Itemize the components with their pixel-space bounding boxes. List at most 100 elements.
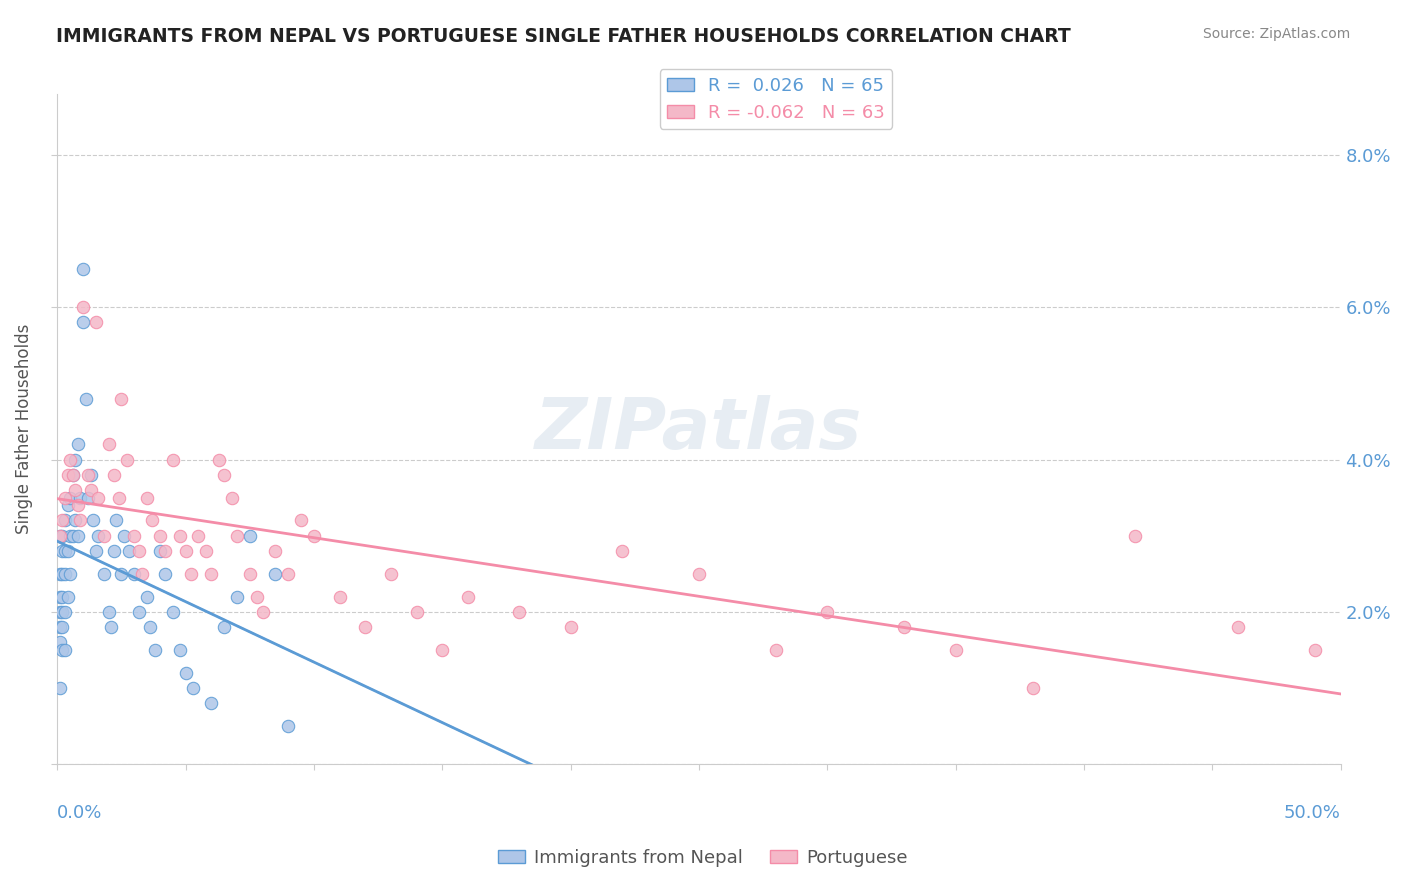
Point — [277, 719, 299, 733]
Point — [87, 491, 110, 505]
Point — [765, 643, 787, 657]
Point — [49, 566, 72, 581]
Point — [65, 483, 87, 497]
Point — [560, 620, 582, 634]
Point — [226, 529, 249, 543]
Point — [174, 544, 197, 558]
Point — [97, 437, 120, 451]
Point — [128, 544, 150, 558]
Point — [62, 467, 84, 482]
Point — [66, 529, 89, 543]
Point — [180, 566, 202, 581]
Point — [136, 590, 159, 604]
Point — [49, 681, 72, 695]
Point — [162, 605, 184, 619]
Point — [1226, 620, 1249, 634]
Point — [103, 544, 125, 558]
Point — [66, 437, 89, 451]
Text: IMMIGRANTS FROM NEPAL VS PORTUGUESE SINGLE FATHER HOUSEHOLDS CORRELATION CHART: IMMIGRANTS FROM NEPAL VS PORTUGUESE SING… — [56, 27, 1071, 45]
Point — [49, 620, 72, 634]
Point — [688, 566, 710, 581]
Point — [65, 452, 87, 467]
Point — [200, 566, 222, 581]
Point — [79, 467, 101, 482]
Point — [49, 590, 72, 604]
Point — [84, 315, 107, 329]
Point — [118, 544, 141, 558]
Point — [110, 392, 132, 406]
Point — [124, 566, 146, 581]
Point — [246, 590, 269, 604]
Point — [59, 452, 82, 467]
Point — [51, 529, 73, 543]
Point — [945, 643, 967, 657]
Point — [93, 529, 115, 543]
Point — [290, 513, 312, 527]
Point — [103, 467, 125, 482]
Point — [51, 605, 73, 619]
Point — [226, 590, 249, 604]
Text: ZIPatlas: ZIPatlas — [536, 394, 863, 464]
Point — [49, 529, 72, 543]
Point — [212, 467, 235, 482]
Point — [59, 566, 82, 581]
Point — [51, 590, 73, 604]
Point — [169, 529, 191, 543]
Point — [75, 392, 97, 406]
Point — [208, 452, 231, 467]
Point — [252, 605, 274, 619]
Point — [1021, 681, 1043, 695]
Point — [49, 635, 72, 649]
Point — [149, 544, 172, 558]
Point — [82, 513, 104, 527]
Point — [56, 590, 79, 604]
Point — [138, 620, 160, 634]
Point — [56, 544, 79, 558]
Point — [51, 643, 73, 657]
Point — [49, 605, 72, 619]
Point — [72, 315, 94, 329]
Point — [93, 566, 115, 581]
Point — [239, 529, 262, 543]
Point — [53, 643, 76, 657]
Point — [56, 498, 79, 512]
Point — [51, 620, 73, 634]
Point — [84, 544, 107, 558]
Point — [187, 529, 209, 543]
Y-axis label: Single Father Households: Single Father Households — [15, 324, 32, 534]
Point — [264, 566, 287, 581]
Point — [66, 498, 89, 512]
Point — [72, 262, 94, 277]
Point — [53, 544, 76, 558]
Legend: Immigrants from Nepal, Portuguese: Immigrants from Nepal, Portuguese — [491, 842, 915, 874]
Point — [77, 491, 100, 505]
Point — [59, 491, 82, 505]
Text: Source: ZipAtlas.com: Source: ZipAtlas.com — [1202, 27, 1350, 41]
Point — [72, 300, 94, 314]
Point — [100, 620, 122, 634]
Point — [112, 529, 135, 543]
Point — [169, 643, 191, 657]
Point — [183, 681, 205, 695]
Point — [56, 467, 79, 482]
Point — [53, 513, 76, 527]
Point — [174, 665, 197, 680]
Point — [108, 491, 131, 505]
Point — [212, 620, 235, 634]
Point — [264, 544, 287, 558]
Text: 0.0%: 0.0% — [58, 805, 103, 822]
Point — [97, 605, 120, 619]
Point — [124, 529, 146, 543]
Point — [49, 529, 72, 543]
Point — [51, 513, 73, 527]
Point — [51, 544, 73, 558]
Point — [65, 513, 87, 527]
Point — [380, 566, 402, 581]
Point — [87, 529, 110, 543]
Point — [149, 529, 172, 543]
Point — [457, 590, 479, 604]
Point — [1303, 643, 1326, 657]
Point — [508, 605, 530, 619]
Point — [200, 696, 222, 710]
Point — [815, 605, 838, 619]
